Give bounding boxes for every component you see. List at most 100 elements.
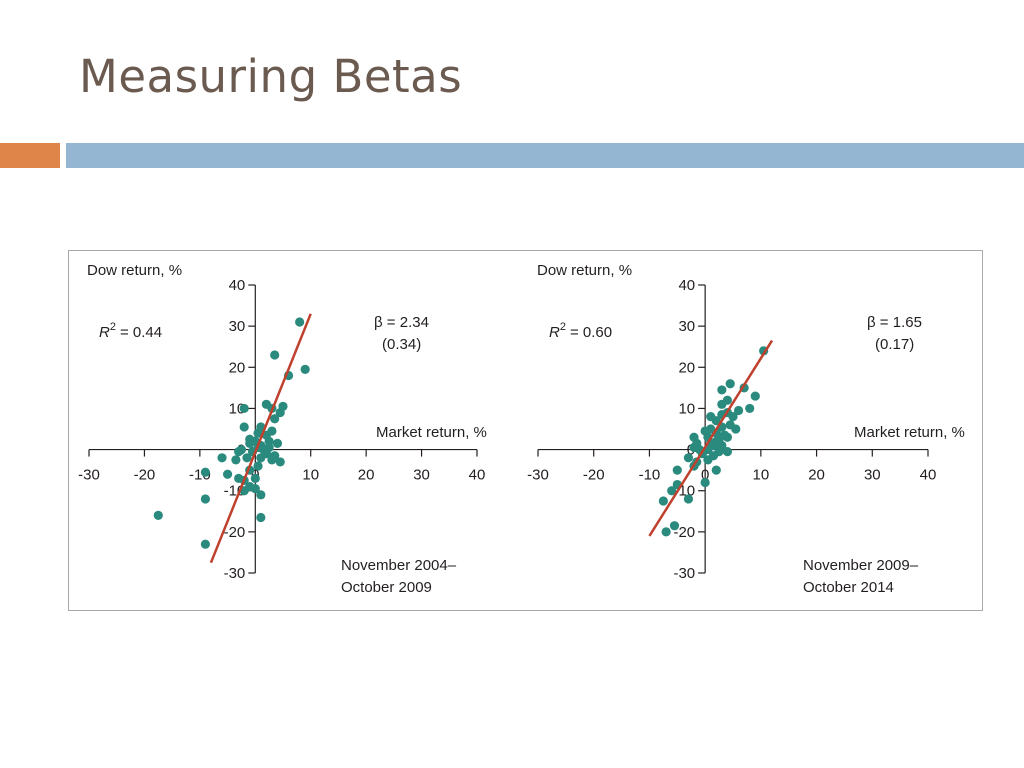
- period-label: November 2009–: [803, 557, 919, 574]
- data-point: [717, 399, 727, 409]
- x-tick-label: 0: [701, 467, 709, 484]
- x-tick-label: -20: [583, 467, 605, 484]
- data-point: [200, 494, 210, 504]
- data-point: [239, 422, 249, 432]
- regression-line: [648, 339, 774, 537]
- y-tick-label: -20: [224, 524, 246, 541]
- title-accent-bar-orange: [0, 143, 60, 168]
- data-point: [295, 317, 305, 327]
- x-tick-label: 10: [753, 467, 770, 484]
- data-point: [700, 477, 710, 488]
- data-point: [661, 527, 671, 537]
- data-point: [722, 447, 733, 457]
- data-point: [272, 438, 283, 448]
- figure-panel: -30-20-10010203040403020100-10-20-30Dow …: [68, 250, 983, 611]
- r-squared-label: R2 = 0.60: [549, 321, 612, 341]
- data-point: [720, 430, 730, 440]
- data-point: [275, 407, 285, 418]
- period-label: October 2009: [341, 579, 432, 596]
- data-point: [256, 512, 266, 523]
- y-tick-label: 20: [678, 359, 695, 376]
- data-point: [153, 510, 163, 520]
- data-point: [236, 444, 247, 455]
- y-axis-label: Dow return, %: [87, 262, 182, 279]
- beta-standard-error-label: (0.17): [875, 336, 914, 353]
- y-tick-label: 10: [678, 400, 695, 417]
- x-tick-label: 10: [302, 467, 319, 484]
- y-tick-label: -10: [224, 483, 246, 500]
- x-tick-label: 40: [469, 467, 486, 484]
- data-point: [733, 405, 744, 416]
- data-point: [200, 539, 210, 549]
- y-tick-label: -30: [673, 565, 695, 582]
- beta-charts: -30-20-10010203040403020100-10-20-30Dow …: [78, 262, 965, 596]
- title-accent-bar-blue: [66, 143, 1024, 168]
- data-point: [717, 385, 727, 395]
- data-point: [231, 455, 241, 465]
- data-point: [711, 416, 721, 426]
- data-point: [728, 412, 738, 422]
- y-tick-label: 30: [678, 318, 695, 335]
- x-tick-label: -10: [639, 467, 661, 484]
- y-tick-label: -20: [673, 524, 695, 541]
- data-point: [669, 521, 680, 531]
- x-tick-label: -30: [527, 467, 549, 484]
- slide-title: Measuring Betas: [79, 50, 463, 103]
- beta-value-label: β = 2.34: [374, 314, 429, 331]
- data-point: [270, 451, 280, 461]
- data-point: [250, 484, 260, 494]
- beta-standard-error-label: (0.34): [382, 336, 421, 353]
- data-point: [270, 350, 280, 360]
- r-squared-label: R2 = 0.44: [99, 321, 162, 341]
- data-point: [270, 414, 280, 424]
- x-tick-label: 30: [413, 467, 430, 484]
- x-tick-label: -30: [78, 467, 100, 484]
- period-label: October 2014: [803, 579, 894, 596]
- data-point: [731, 424, 741, 434]
- x-tick-label: 20: [358, 467, 375, 484]
- data-point: [667, 486, 677, 496]
- chart-2004-2009: -30-20-10010203040403020100-10-20-30Dow …: [78, 262, 487, 596]
- data-point: [253, 461, 263, 471]
- beta-value-label: β = 1.65: [867, 314, 922, 331]
- chart-2009-2014: -30-20-10010203040403020100-10-20-30Dow …: [527, 262, 965, 596]
- x-axis-label: Market return, %: [376, 424, 487, 441]
- y-tick-label: 40: [229, 277, 246, 294]
- data-point: [264, 442, 274, 453]
- data-point: [711, 465, 721, 475]
- data-point: [703, 455, 713, 465]
- data-point: [725, 379, 735, 389]
- data-point: [672, 465, 682, 475]
- data-point: [658, 496, 668, 506]
- data-point: [683, 453, 694, 463]
- data-point: [745, 403, 755, 414]
- data-point: [683, 494, 694, 504]
- data-point: [242, 453, 252, 463]
- y-axis-label: Dow return, %: [537, 262, 632, 279]
- data-point: [253, 428, 263, 438]
- x-axis-label: Market return, %: [854, 424, 965, 441]
- data-point: [200, 467, 210, 477]
- data-point: [275, 457, 285, 467]
- y-tick-label: 10: [229, 400, 246, 417]
- x-tick-label: 30: [864, 467, 881, 484]
- data-point: [217, 453, 227, 463]
- data-point: [300, 364, 310, 374]
- regression-line: [209, 313, 312, 564]
- data-point: [250, 473, 260, 483]
- x-tick-label: 40: [920, 467, 937, 484]
- data-point: [239, 403, 249, 414]
- x-tick-label: -20: [134, 467, 156, 484]
- data-point: [256, 490, 266, 500]
- y-tick-label: 40: [678, 277, 695, 294]
- period-label: November 2004–: [341, 557, 457, 574]
- y-tick-label: -30: [224, 565, 246, 582]
- data-point: [711, 436, 721, 446]
- data-point: [222, 469, 233, 479]
- x-tick-label: 20: [808, 467, 825, 484]
- data-point: [256, 453, 266, 463]
- y-tick-label: 20: [229, 359, 246, 376]
- data-point: [750, 391, 760, 401]
- y-tick-label: 30: [229, 318, 246, 335]
